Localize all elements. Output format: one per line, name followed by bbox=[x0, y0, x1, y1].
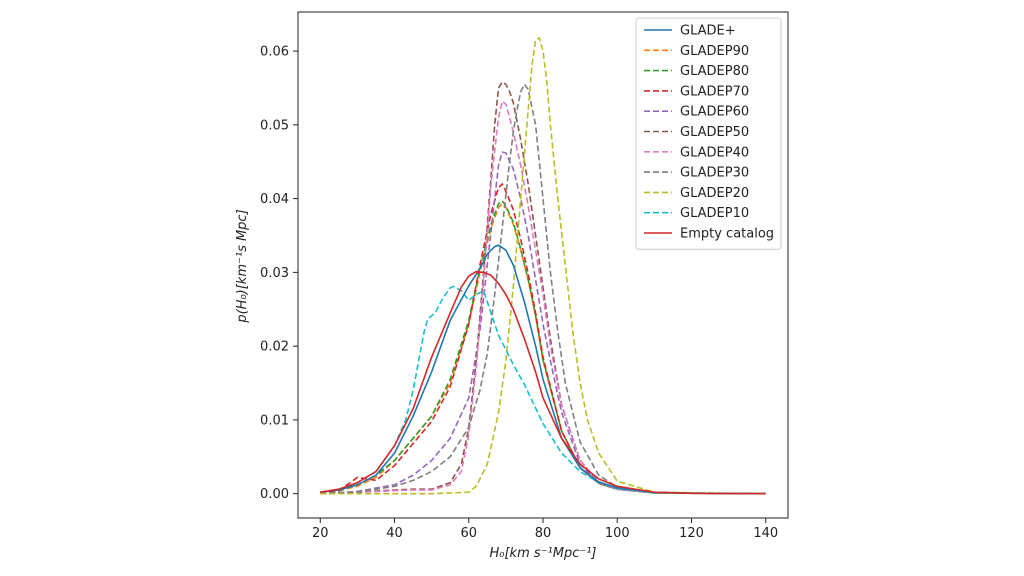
legend-label: GLADEP90 bbox=[680, 44, 749, 59]
series-line-gladep10 bbox=[320, 285, 766, 495]
y-tick-label: 0.02 bbox=[260, 340, 289, 355]
y-tick-label: 0.05 bbox=[260, 118, 289, 133]
series-lines bbox=[320, 36, 766, 495]
legend-label: GLADE+ bbox=[680, 24, 736, 39]
legend: GLADE+ GLADEP90 GLADEP80 GLADEP70 GLADEP60 GL… bbox=[635, 17, 782, 250]
legend-label: GLADEP70 bbox=[680, 84, 749, 99]
x-axis-label: H₀[km s⁻¹Mpc⁻¹] bbox=[490, 546, 597, 561]
x-tick-label: 60 bbox=[460, 526, 477, 541]
x-tick-label: 80 bbox=[535, 526, 552, 541]
legend-label: GLADEP30 bbox=[680, 166, 749, 181]
y-axis-label: p(H₀)[km⁻¹s Mpc] bbox=[235, 209, 250, 323]
legend-label: GLADEP60 bbox=[680, 105, 749, 120]
x-axis-ticks: 20 40 60 80 100 120 140 bbox=[312, 518, 778, 541]
y-axis-ticks: 0.00 0.01 0.02 0.03 0.04 0.05 0.06 bbox=[260, 45, 298, 502]
y-tick-label: 0.06 bbox=[260, 45, 289, 60]
x-tick-label: 20 bbox=[312, 526, 329, 541]
legend-label: GLADEP10 bbox=[680, 206, 749, 221]
legend-box bbox=[635, 17, 782, 250]
x-tick-label: 100 bbox=[605, 526, 630, 541]
y-tick-label: 0.01 bbox=[260, 413, 289, 428]
y-tick-label: 0.04 bbox=[260, 192, 289, 207]
series-line-gladep20 bbox=[320, 36, 766, 495]
series-line-gladep30 bbox=[320, 83, 766, 495]
x-tick-label: 40 bbox=[386, 526, 403, 541]
x-tick-label: 120 bbox=[679, 526, 704, 541]
y-tick-label: 0.03 bbox=[260, 266, 289, 281]
legend-label: GLADEP20 bbox=[680, 186, 749, 201]
series-line-glade- bbox=[320, 244, 766, 495]
x-tick-label: 140 bbox=[753, 526, 778, 541]
legend-label: GLADEP40 bbox=[680, 145, 749, 160]
legend-label: Empty catalog bbox=[680, 227, 774, 242]
series-line-gladep50 bbox=[320, 81, 766, 495]
series-line-empty-catalog bbox=[320, 270, 766, 495]
legend-label: GLADEP50 bbox=[680, 125, 749, 140]
y-tick-label: 0.00 bbox=[260, 487, 289, 502]
legend-label: GLADEP80 bbox=[680, 64, 749, 79]
series-line-gladep40 bbox=[320, 100, 766, 495]
